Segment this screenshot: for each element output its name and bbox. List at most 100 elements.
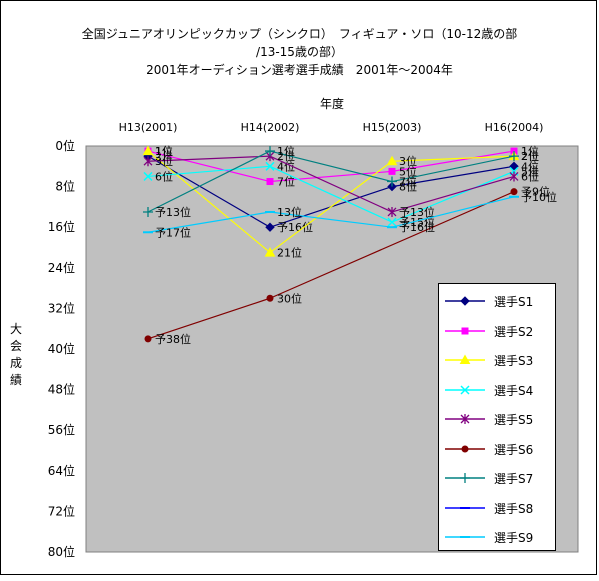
legend-marker <box>459 354 471 364</box>
series-line-segment <box>391 170 515 223</box>
data-label: 2位 <box>521 149 539 163</box>
legend-item: 選手S9 <box>439 522 557 552</box>
data-point <box>266 178 274 186</box>
y-tick-label: 8位 <box>55 179 75 194</box>
y-tick-label: 64位 <box>48 463 75 478</box>
series-line-segment <box>269 211 393 228</box>
series-line-segment <box>391 165 515 188</box>
legend-label: 選手S3 <box>494 354 534 368</box>
data-label: 2位 <box>277 149 295 163</box>
legend-swatch <box>445 536 485 538</box>
data-label: 予16位 <box>277 220 313 234</box>
data-point <box>387 181 397 192</box>
data-point <box>510 188 518 196</box>
data-label: 6位 <box>155 169 173 183</box>
legend-swatch <box>445 384 485 395</box>
data-point <box>265 161 275 171</box>
legend-label: 選手S6 <box>494 442 534 457</box>
legend-swatch <box>445 414 485 424</box>
data-label: 3位 <box>155 154 173 168</box>
data-label: 予13位 <box>155 205 191 219</box>
data-point <box>387 217 397 227</box>
y-tick-label: 32位 <box>48 300 75 315</box>
series-7: 予13位 1位 7位 2位 <box>143 144 539 219</box>
x-tick-label: H15(2003) <box>363 121 422 134</box>
y-axis-label-char: 績 <box>10 373 23 387</box>
data-point <box>264 247 276 257</box>
data-point <box>388 167 396 175</box>
legend-marker <box>460 384 470 395</box>
series-line-segment <box>147 150 271 254</box>
series-line-segment <box>269 191 515 299</box>
chart-title-line-3: 2001年オーディション選考選手成績 2001年〜2004年 <box>146 63 453 77</box>
y-tick-label: 80位 <box>48 544 75 559</box>
x-tick-label: H14(2002) <box>241 121 300 134</box>
data-point <box>387 206 397 217</box>
legend-label: 選手S5 <box>494 413 534 427</box>
legend-label: 選手S7 <box>494 472 534 486</box>
series-line-segment <box>391 196 515 228</box>
legend-item: 選手S8 <box>439 493 557 523</box>
data-label: 2位 <box>155 149 173 163</box>
data-label: 予10位 <box>521 190 557 204</box>
data-label: 予9位 <box>521 185 550 199</box>
legend-label: 選手S4 <box>494 383 534 398</box>
data-label: 1位 <box>277 144 295 158</box>
series-line-segment <box>147 150 271 183</box>
data-label: 1位 <box>521 144 539 158</box>
y-tick-label: 56位 <box>48 422 75 437</box>
x-tick-labels: H13(2001) H14(2002) H15(2003) H16(2004) <box>119 121 544 134</box>
series-line-segment <box>391 150 515 172</box>
data-label: 8位 <box>399 180 417 194</box>
y-axis-label-char: 会 <box>10 339 23 353</box>
y-tick-label: 16位 <box>48 219 75 234</box>
data-label: 予38位 <box>155 332 191 346</box>
x-tick-label: H13(2001) <box>119 121 178 134</box>
x-axis-label: 年度 <box>320 96 344 111</box>
y-tick-label: 40位 <box>48 341 75 356</box>
data-label: 予16位 <box>399 220 435 234</box>
legend-label: 選手S1 <box>494 295 534 309</box>
data-point <box>387 176 397 187</box>
legend: 選手S1 選手S2 選手S3 選手S4 選手S5 選手S6 選手S7 選手S8 選手S9 <box>438 283 556 551</box>
legend-swatch <box>445 473 485 483</box>
y-tick-label: 48位 <box>48 382 75 397</box>
data-label: 4位 <box>521 159 539 173</box>
legend-item: 選手S6 <box>439 434 557 464</box>
legend-swatch <box>445 327 485 334</box>
series-line-segment <box>147 150 271 213</box>
legend-swatch <box>445 445 485 452</box>
series-line-segment <box>391 155 515 162</box>
data-point <box>142 145 154 156</box>
data-label: 予17位 <box>155 225 191 239</box>
data-label: 5位 <box>521 164 539 178</box>
legend-swatch <box>445 506 485 509</box>
legend-swatch <box>445 296 485 306</box>
data-point <box>509 151 519 162</box>
data-point <box>266 294 274 302</box>
data-point <box>143 156 153 167</box>
y-tick-label: 0位 <box>55 138 75 153</box>
y-axis-label-char: 大 <box>10 322 23 336</box>
data-label: 30位 <box>277 291 302 305</box>
y-axis-label-char: 成 <box>10 356 23 370</box>
legend-label: 選手S9 <box>494 531 534 545</box>
data-point <box>509 171 519 182</box>
data-point <box>265 146 275 157</box>
series-line-segment <box>391 175 515 213</box>
data-label: 4位 <box>277 159 295 173</box>
series-line-segment <box>269 150 393 183</box>
legend-item: 選手S2 <box>439 316 557 346</box>
chart-title-line-2: /13-15歳の部） <box>256 45 343 59</box>
data-label: 21位 <box>277 246 302 260</box>
data-label: 2位 <box>521 149 539 163</box>
legend-item: 選手S4 <box>439 375 557 405</box>
data-point <box>509 161 519 172</box>
legend-marker <box>460 473 470 483</box>
data-label: 7位 <box>277 175 295 189</box>
data-point <box>386 155 398 166</box>
